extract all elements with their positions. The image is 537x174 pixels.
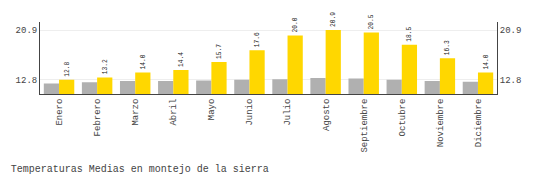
svg-text:Octubre: Octubre xyxy=(398,99,408,137)
svg-text:20.9: 20.9 xyxy=(16,26,38,36)
svg-text:Diciembre: Diciembre xyxy=(474,99,484,148)
svg-text:14.4: 14.4 xyxy=(178,52,185,67)
svg-text:Septiembre: Septiembre xyxy=(360,99,370,153)
svg-text:Mayo: Mayo xyxy=(207,99,217,121)
svg-text:14.0: 14.0 xyxy=(140,54,147,69)
svg-text:20.0: 20.0 xyxy=(292,17,299,32)
svg-text:Febrero: Febrero xyxy=(93,99,103,137)
svg-text:15.7: 15.7 xyxy=(216,44,223,59)
svg-text:18.5: 18.5 xyxy=(406,26,413,41)
svg-text:13.2: 13.2 xyxy=(102,59,109,74)
svg-text:20.5: 20.5 xyxy=(368,14,375,29)
svg-text:Agosto: Agosto xyxy=(322,99,332,131)
svg-text:Noviembre: Noviembre xyxy=(436,99,446,148)
svg-text:14.0: 14.0 xyxy=(483,54,490,69)
svg-text:12.8: 12.8 xyxy=(64,62,71,77)
svg-text:Enero: Enero xyxy=(55,99,65,126)
svg-text:Temperaturas Medias en montejo: Temperaturas Medias en montejo de la sie… xyxy=(11,164,269,174)
svg-text:16.3: 16.3 xyxy=(444,40,451,55)
svg-text:12.8: 12.8 xyxy=(16,76,38,86)
svg-text:Abril: Abril xyxy=(169,99,179,126)
svg-text:Marzo: Marzo xyxy=(131,99,141,126)
svg-text:17.6: 17.6 xyxy=(254,32,261,47)
svg-text:Julio: Julio xyxy=(283,99,293,126)
svg-text:12.8: 12.8 xyxy=(500,76,522,86)
svg-text:20.9: 20.9 xyxy=(500,26,522,36)
svg-text:20.9: 20.9 xyxy=(330,12,337,27)
svg-text:Junio: Junio xyxy=(245,99,255,126)
